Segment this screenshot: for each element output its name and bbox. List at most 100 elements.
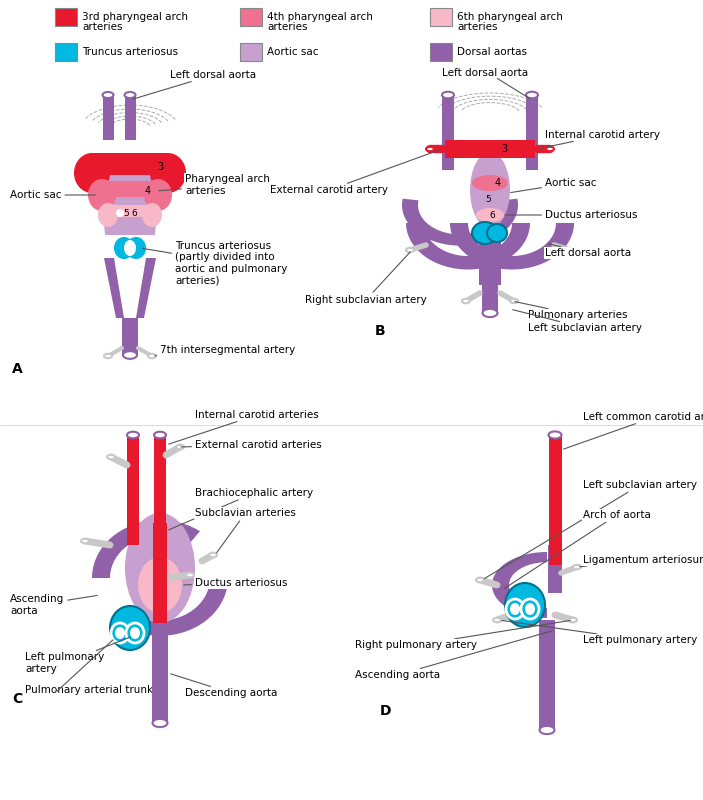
Bar (479, 155, 501, 285)
Bar (91, 153, 169, 175)
Text: External carotid arteries: External carotid arteries (181, 440, 322, 450)
Ellipse shape (176, 445, 184, 450)
Ellipse shape (81, 539, 89, 543)
Ellipse shape (125, 513, 195, 623)
Text: Pulmonary arteries: Pulmonary arteries (515, 302, 628, 320)
Ellipse shape (130, 627, 140, 639)
Ellipse shape (104, 354, 112, 358)
Text: Left subclavian artery: Left subclavian artery (512, 310, 642, 333)
Bar (124, 95, 136, 140)
Polygon shape (136, 258, 156, 318)
Ellipse shape (505, 583, 545, 627)
Bar (152, 623, 168, 723)
Ellipse shape (98, 203, 118, 227)
Ellipse shape (150, 153, 186, 193)
Ellipse shape (124, 240, 136, 256)
Ellipse shape (126, 623, 144, 643)
Text: Left dorsal aorta: Left dorsal aorta (545, 244, 631, 258)
Bar (482, 263, 498, 313)
Ellipse shape (107, 454, 115, 459)
Text: 4: 4 (145, 186, 151, 196)
Ellipse shape (153, 719, 167, 727)
Text: Ductus arteriosus: Ductus arteriosus (183, 578, 288, 588)
Bar (240, 43, 262, 61)
Bar (430, 43, 452, 61)
Ellipse shape (110, 606, 150, 650)
Bar (430, 8, 452, 26)
Ellipse shape (88, 179, 116, 211)
Text: Right subclavian artery: Right subclavian artery (305, 252, 427, 305)
Text: External carotid artery: External carotid artery (270, 150, 439, 195)
Text: C: C (12, 692, 22, 706)
Ellipse shape (569, 618, 577, 622)
Ellipse shape (493, 618, 501, 622)
Bar (548, 435, 562, 565)
Ellipse shape (127, 238, 145, 258)
Bar (526, 95, 538, 170)
Bar (154, 435, 166, 525)
Ellipse shape (525, 603, 535, 615)
Polygon shape (402, 198, 518, 246)
Ellipse shape (476, 578, 484, 582)
Ellipse shape (209, 553, 217, 557)
Text: Ductus arteriosus: Ductus arteriosus (505, 210, 638, 220)
Text: 6: 6 (489, 210, 495, 219)
Ellipse shape (123, 351, 137, 359)
Ellipse shape (116, 209, 124, 217)
Ellipse shape (115, 238, 133, 258)
Ellipse shape (462, 299, 470, 303)
Text: Left subclavian artery: Left subclavian artery (484, 480, 697, 578)
Bar (100, 181, 160, 197)
Bar (153, 523, 167, 623)
Ellipse shape (115, 627, 125, 639)
Ellipse shape (406, 248, 414, 252)
Text: 4th pharyngeal arch: 4th pharyngeal arch (267, 12, 373, 22)
Text: Brachiocephalic artery: Brachiocephalic artery (169, 488, 313, 530)
Text: 4: 4 (495, 178, 501, 188)
Polygon shape (450, 223, 574, 270)
Ellipse shape (546, 146, 554, 151)
Bar (55, 43, 77, 61)
Text: arteries: arteries (267, 22, 307, 32)
Ellipse shape (142, 203, 162, 227)
Polygon shape (92, 520, 200, 578)
Ellipse shape (548, 431, 562, 438)
Bar (127, 435, 139, 545)
Ellipse shape (144, 179, 172, 211)
Text: 5: 5 (485, 195, 491, 205)
Ellipse shape (138, 557, 182, 613)
Ellipse shape (476, 208, 504, 222)
Text: A: A (12, 362, 22, 376)
Text: Internal carotid artery: Internal carotid artery (541, 130, 660, 149)
Text: Left pulmonary artery: Left pulmonary artery (502, 620, 697, 645)
Text: Ascending
aorta: Ascending aorta (10, 594, 97, 616)
Bar (55, 8, 77, 26)
Text: Right pulmonary artery: Right pulmonary artery (355, 621, 570, 650)
Ellipse shape (186, 573, 194, 578)
Ellipse shape (510, 603, 520, 615)
Polygon shape (406, 223, 530, 270)
Ellipse shape (510, 299, 518, 303)
Text: Ascending aorta: Ascending aorta (355, 630, 553, 680)
Ellipse shape (506, 599, 524, 619)
Polygon shape (120, 578, 228, 636)
Text: Truncus arteriosus: Truncus arteriosus (82, 47, 178, 57)
Ellipse shape (74, 153, 110, 193)
Ellipse shape (539, 726, 555, 734)
Ellipse shape (103, 92, 113, 98)
Ellipse shape (566, 248, 574, 252)
Ellipse shape (127, 432, 139, 438)
Text: 3: 3 (157, 162, 163, 172)
Text: Aortic sac: Aortic sac (267, 47, 318, 57)
Text: 6: 6 (131, 210, 137, 218)
Text: Left common carotid artery: Left common carotid artery (564, 412, 703, 449)
Text: 3rd pharyngeal arch: 3rd pharyngeal arch (82, 12, 188, 22)
Ellipse shape (470, 152, 510, 228)
Text: Ligamentum arteriosum: Ligamentum arteriosum (580, 555, 703, 566)
Text: arteries: arteries (82, 22, 122, 32)
Ellipse shape (154, 432, 166, 438)
Text: Aortic sac: Aortic sac (10, 190, 95, 200)
Ellipse shape (521, 599, 539, 619)
Bar (548, 545, 562, 593)
Ellipse shape (472, 175, 508, 191)
